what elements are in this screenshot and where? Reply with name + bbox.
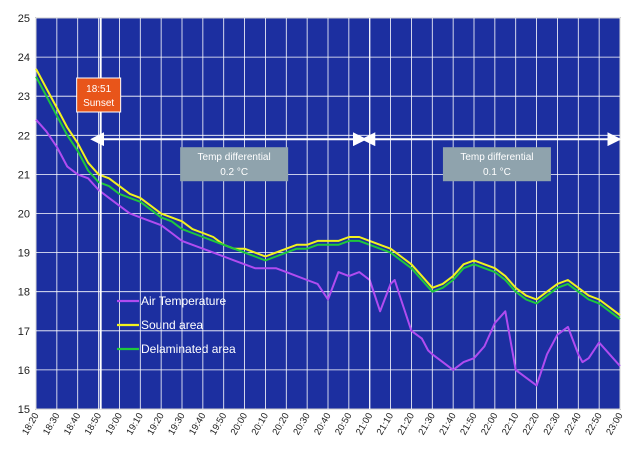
legend-label: Sound area (141, 318, 203, 332)
legend: Air Temperature Sound area Delaminated a… (117, 294, 236, 356)
x-tick-label: 19:00 (104, 411, 125, 437)
x-tick-label: 22:40 (562, 411, 583, 437)
y-tick-label: 21 (18, 169, 30, 181)
series-sound-area (35, 68, 621, 316)
x-tick-label: 22:50 (583, 411, 604, 437)
x-tick-label: 22:00 (479, 411, 500, 437)
x-tick-label: 22:20 (521, 411, 542, 437)
y-tick-label: 15 (18, 404, 30, 416)
x-tick-label: 20:50 (333, 411, 354, 437)
differential-label: Temp differential (460, 152, 533, 163)
x-tick-label: 20:10 (250, 411, 271, 437)
annotations: 18:51 Sunset Temp differential 0.2 °C Te… (76, 18, 622, 409)
series-delaminated-area (35, 76, 621, 320)
sunset-time: 18:51 (86, 84, 111, 95)
y-tick-label: 19 (18, 248, 30, 260)
differential-label: Temp differential (198, 152, 271, 163)
x-tick-label: 20:00 (229, 411, 250, 437)
legend-item-air-temperature: Air Temperature (117, 294, 226, 308)
differential-value: 0.2 °C (220, 167, 248, 178)
series-air-temperature (35, 119, 621, 387)
differential-box (442, 147, 551, 182)
differential-annotation-2: Temp differential 0.1 °C (361, 132, 622, 182)
x-tick-label: 21:10 (375, 411, 396, 437)
y-axis-ticks: 15 16 17 18 19 20 21 22 23 24 25 (18, 13, 30, 416)
x-tick-label: 19:20 (145, 411, 166, 437)
y-tick-label: 24 (18, 52, 30, 64)
x-tick-label: 20:20 (270, 411, 291, 437)
x-tick-label: 23:00 (604, 411, 625, 437)
x-tick-label: 19:40 (187, 411, 208, 437)
legend-label: Air Temperature (141, 294, 226, 308)
x-tick-label: 18:40 (62, 411, 83, 437)
y-tick-label: 25 (18, 13, 30, 25)
x-tick-label: 19:50 (208, 411, 229, 437)
x-tick-label: 21:40 (437, 411, 458, 437)
x-tick-label: 22:30 (542, 411, 563, 437)
x-tick-label: 18:30 (41, 411, 62, 437)
x-tick-label: 19:30 (166, 411, 187, 437)
x-tick-label: 21:50 (458, 411, 479, 437)
sunset-label: Sunset (83, 98, 114, 109)
y-tick-label: 20 (18, 209, 30, 221)
x-tick-label: 21:00 (354, 411, 375, 437)
x-tick-label: 20:30 (291, 411, 312, 437)
differential-box (180, 147, 289, 182)
y-tick-label: 22 (18, 130, 30, 142)
legend-item-sound-area: Sound area (117, 318, 203, 332)
x-tick-label: 21:20 (396, 411, 417, 437)
differential-value: 0.1 °C (483, 167, 511, 178)
legend-label: Delaminated area (141, 342, 236, 356)
series-lines (35, 68, 621, 387)
sunset-box-bg (76, 77, 122, 113)
y-tick-label: 23 (18, 91, 30, 103)
sunset-box: 18:51 Sunset (76, 77, 122, 113)
differential-annotation-1: Temp differential 0.2 °C (90, 132, 367, 182)
x-tick-label: 19:10 (124, 411, 145, 437)
legend-item-delaminated-area: Delaminated area (117, 342, 236, 356)
y-tick-label: 17 (18, 326, 30, 338)
x-tick-label: 21:30 (416, 411, 437, 437)
x-tick-label: 18:50 (83, 411, 104, 437)
y-tick-label: 18 (18, 287, 30, 299)
x-tick-label: 20:40 (312, 411, 333, 437)
y-tick-label: 16 (18, 365, 30, 377)
x-tick-label: 22:10 (500, 411, 521, 437)
x-axis-ticks: 18:20 18:30 18:40 18:50 19:00 19:10 19:20 19:30… (20, 411, 625, 437)
